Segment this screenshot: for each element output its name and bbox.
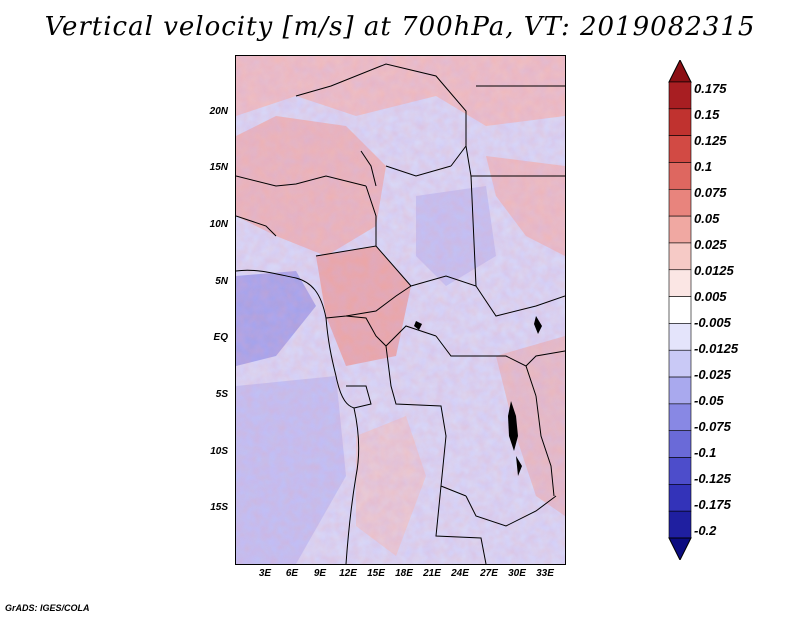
- colorbar-label: 0.125: [694, 133, 727, 148]
- lat-label-5n: 5N: [215, 276, 228, 287]
- colorbar-segment: [668, 135, 692, 163]
- colorbar-label: 0.005: [694, 289, 727, 304]
- colorbar-label: 0.175: [694, 81, 727, 96]
- lat-label-15s: 15S: [210, 502, 228, 513]
- colorbar-segment: [668, 349, 692, 378]
- colorbar-label: -0.1: [694, 445, 717, 460]
- colorbar-label: -0.175: [694, 497, 731, 512]
- colorbar-min-triangle: [668, 537, 692, 560]
- lon-label-15e: 15E: [367, 568, 385, 579]
- colorbar-segment: [668, 188, 692, 217]
- colorbar-segment: [668, 242, 692, 271]
- lat-label-eq: EQ: [213, 332, 228, 343]
- colorbar-label: -0.2: [694, 523, 717, 538]
- colorbar-label: -0.0125: [694, 341, 739, 356]
- colorbar-segment: [668, 430, 692, 458]
- lon-label-30e: 30E: [508, 568, 526, 579]
- lat-label-15n: 15N: [209, 162, 228, 173]
- lat-label-10n: 10N: [209, 219, 228, 230]
- lat-label-5s: 5S: [215, 389, 228, 400]
- colorbar-segment: [668, 215, 692, 244]
- software-credit: GrADS: IGES/COLA: [5, 603, 90, 613]
- lon-label-21e: 21E: [423, 568, 441, 579]
- colorbar-label: 0.15: [694, 107, 720, 122]
- colorbar-segment: [668, 269, 692, 297]
- colorbar-label: 0.075: [694, 185, 727, 200]
- colorbar-label: 0.05: [694, 211, 720, 226]
- lat-label-20n: 20N: [209, 106, 228, 117]
- colorbar-max-triangle: [668, 60, 692, 83]
- lat-label-10s: 10S: [210, 446, 228, 457]
- lon-label-24e: 24E: [451, 568, 469, 579]
- colorbar-label: -0.005: [694, 315, 731, 330]
- colorbar-label: 0.1: [694, 159, 713, 174]
- colorbar-segment: [668, 403, 692, 432]
- colorbar-segment: [668, 81, 692, 110]
- colorbar-label: -0.05: [694, 393, 724, 408]
- colorbar-segment: [668, 510, 692, 539]
- colorbar-label: -0.125: [694, 471, 731, 486]
- colorbar: [668, 60, 692, 560]
- vertical-velocity-map: [235, 55, 566, 565]
- colorbar-segment: [668, 376, 692, 405]
- map-field: [236, 56, 565, 564]
- colorbar-segment: [668, 296, 692, 324]
- lon-label-27e: 27E: [480, 568, 498, 579]
- lon-label-3e: 3E: [258, 568, 272, 579]
- colorbar-segment: [668, 457, 692, 485]
- colorbar-label: 0.0125: [694, 263, 734, 278]
- colorbar-label: -0.075: [694, 419, 731, 434]
- colorbar-segment: [668, 162, 692, 190]
- lon-label-9e: 9E: [313, 568, 327, 579]
- lon-label-6e: 6E: [285, 568, 299, 579]
- colorbar-label: 0.025: [694, 237, 727, 252]
- colorbar-segment: [668, 484, 692, 512]
- chart-title: Vertical velocity [m/s] at 700hPa, VT: 2…: [44, 12, 756, 42]
- colorbar-segment: [668, 323, 692, 351]
- lon-label-12e: 12E: [339, 568, 357, 579]
- lon-label-33e: 33E: [536, 568, 554, 579]
- lon-label-18e: 18E: [395, 568, 413, 579]
- colorbar-segment: [668, 108, 692, 136]
- colorbar-label: -0.025: [694, 367, 731, 382]
